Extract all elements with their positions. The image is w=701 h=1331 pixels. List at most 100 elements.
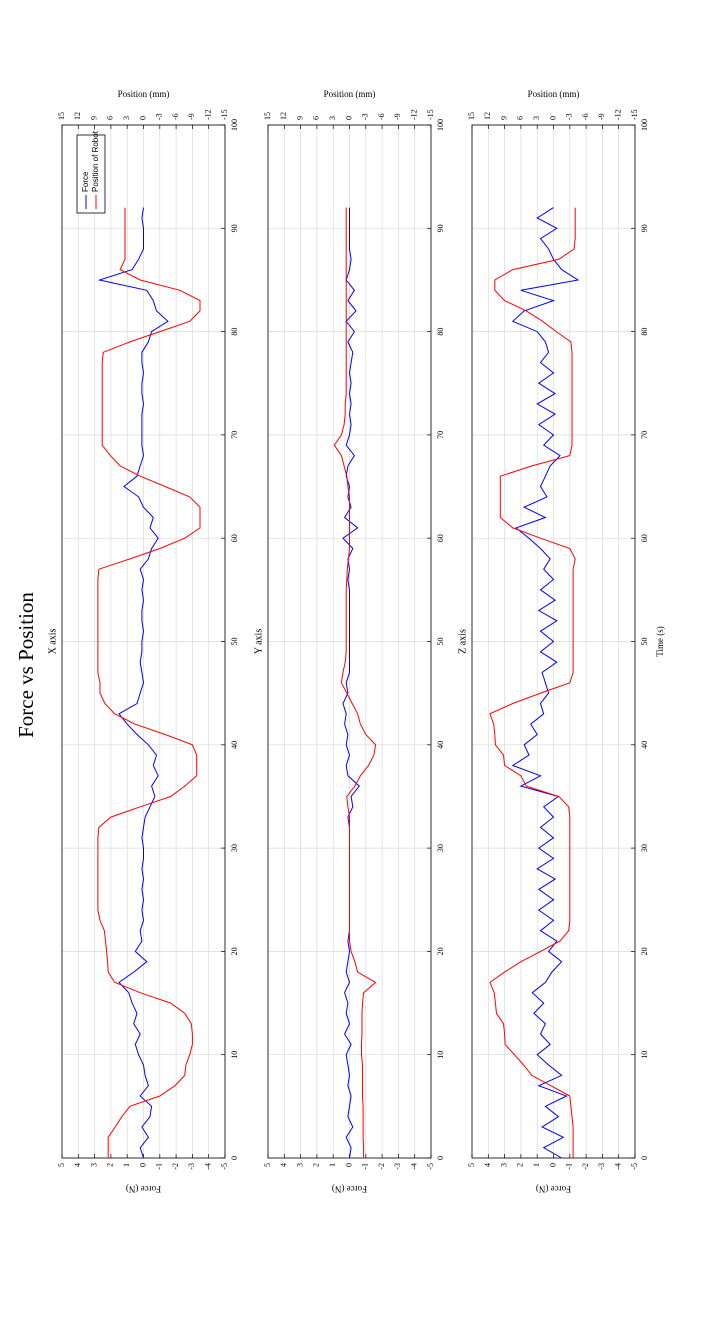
x-tick-label: 90 [436,224,445,232]
y2-tick-label: 12 [483,112,492,120]
x-tick-label: 20 [230,947,239,955]
y2-tick-label: 6 [106,116,115,120]
y-tick-label: -2 [377,1163,386,1170]
y2-tick-label: -15 [630,109,639,120]
x-tick-label: 70 [436,431,445,439]
x-tick-label: 90 [640,224,649,232]
x-tick-label: 90 [230,224,239,232]
x-tick-label: 0 [436,1156,445,1160]
series-line [97,207,201,1158]
x-tick-label: 80 [436,328,445,336]
legend-label: Force [81,171,90,192]
y-tick-label: 0 [548,1163,557,1167]
y-tick-label: 3 [89,1163,98,1167]
y2-tick-label: -15 [220,109,229,120]
y-axis-label: Force (N) [536,1184,571,1194]
x-tick-label: 50 [436,638,445,646]
x-tick-label: 70 [640,431,649,439]
x-tick-label: 10 [640,1051,649,1059]
x-tick-label: 0 [640,1156,649,1160]
x-tick-label: 10 [436,1051,445,1059]
rotated-figure: Force vs Position X axis0102030405060708… [14,89,665,1194]
y2-tick-label: -12 [614,109,623,120]
y2-tick-label: 6 [516,116,525,120]
y-tick-label: -1 [361,1163,370,1170]
x-tick-label: 20 [640,947,649,955]
y-tick-label: 1 [532,1163,541,1167]
x-tick-label: 0 [230,1156,239,1160]
y2-axis-label: Position (mm) [324,89,376,99]
x-tick-label: 60 [436,534,445,542]
y2-tick-label: -3 [361,113,370,120]
subplot-title: Z axis [457,629,468,654]
x-tick-label: 100 [230,119,239,131]
y2-tick-label: 12 [279,112,288,120]
y-tick-label: 4 [279,1163,288,1167]
x-tick-label: 30 [640,844,649,852]
y-tick-label: 4 [73,1163,82,1167]
x-tick-label: 30 [230,844,239,852]
y-axis-label: Force (N) [126,1184,161,1194]
y-tick-label: -3 [597,1163,606,1170]
x-tick-label: 60 [230,534,239,542]
y2-tick-label: -6 [377,113,386,120]
x-tick-label: 20 [436,947,445,955]
x-tick-label: 80 [640,328,649,336]
y-tick-label: 2 [106,1163,115,1167]
y2-tick-label: -9 [393,113,402,120]
series-line [489,207,576,1158]
y2-tick-label: -15 [426,109,435,120]
series-line [97,207,169,1159]
x-tick-label: 40 [436,741,445,749]
legend-label: Position of Robot [91,130,100,192]
y-tick-label: -5 [630,1163,639,1170]
legend-box [76,134,106,214]
x-tick-label: 60 [640,534,649,542]
y-tick-label: 1 [122,1163,131,1167]
y2-tick-label: 9 [295,116,304,120]
y2-tick-label: 3 [122,116,131,120]
y-tick-label: -1 [155,1163,164,1170]
y2-tick-label: -3 [565,113,574,120]
y2-tick-label: -9 [187,113,196,120]
x-tick-label: 50 [640,638,649,646]
y2-tick-label: -3 [155,113,164,120]
y2-tick-label: 12 [73,112,82,120]
y2-tick-label: -12 [410,109,419,120]
y-tick-label: -3 [187,1163,196,1170]
x-tick-label: 10 [230,1051,239,1059]
y-tick-label: -4 [410,1163,419,1170]
plot-frame [471,124,636,1159]
y-tick-label: 3 [499,1163,508,1167]
y2-tick-label: 0 [344,116,353,120]
y-tick-label: 0 [138,1163,147,1167]
x-tick-label: 80 [230,328,239,336]
y2-tick-label: -6 [581,113,590,120]
figure-title: Force vs Position [14,592,38,738]
y2-tick-label: 3 [532,116,541,120]
y2-tick-label: 15 [263,112,272,120]
y-tick-label: -4 [614,1163,623,1170]
y-tick-label: -5 [220,1163,229,1170]
y2-tick-label: -12 [204,109,213,120]
x-tick-label: 70 [230,431,239,439]
x-tick-label: 40 [640,741,649,749]
y2-axis-label: Position (mm) [528,89,580,99]
subplot-title: X axis [47,628,58,654]
y2-tick-label: -6 [171,113,180,120]
y2-tick-label: 9 [499,116,508,120]
y2-tick-label: 15 [467,112,476,120]
y-tick-label: 5 [467,1163,476,1167]
y-tick-label: 2 [312,1163,321,1167]
y2-tick-label: 0 [548,116,557,120]
y2-tick-label: 9 [89,116,98,120]
y-tick-label: 0 [344,1163,353,1167]
series-line [511,207,580,1159]
y-tick-label: -2 [171,1163,180,1170]
series-line [333,207,377,1158]
y-tick-label: 5 [57,1163,66,1167]
y2-tick-label: -9 [597,113,606,120]
y-tick-label: 5 [263,1163,272,1167]
y2-tick-label: 15 [57,112,66,120]
